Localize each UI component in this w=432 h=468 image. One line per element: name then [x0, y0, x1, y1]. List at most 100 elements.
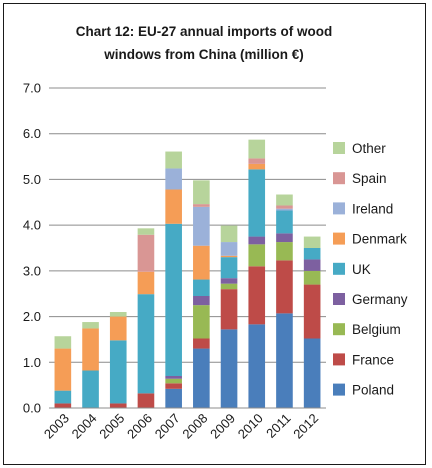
chart-title: Chart 12: EU-27 annual imports of wood w…	[76, 24, 333, 62]
y-tick-label: 4.0	[23, 218, 41, 233]
bar-segment-france-2009	[220, 289, 238, 330]
legend-swatch-poland	[333, 383, 345, 396]
bar-segment-denmark-2006	[137, 271, 155, 295]
bar-segment-ireland-2011	[276, 208, 293, 211]
legend-label-belgium: Belgium	[352, 322, 401, 337]
bar-segment-spain-2006	[137, 234, 155, 272]
x-tick-label: 2007	[152, 411, 183, 442]
bar-segment-ireland-2009	[220, 242, 238, 256]
bar-segment-germany-2012	[303, 259, 321, 271]
x-tick-label: 2003	[41, 411, 72, 442]
legend-label-uk: UK	[352, 262, 371, 277]
bar-segment-spain-2011	[276, 205, 293, 209]
chart-title-line-1: Chart 12: EU-27 annual imports of wood	[76, 24, 333, 39]
legend-swatch-ireland	[333, 202, 345, 215]
y-tick-label: 5.0	[23, 172, 41, 187]
legend-label-germany: Germany	[352, 292, 408, 307]
bar-segment-other-2003	[54, 336, 72, 349]
x-tick-label: 2012	[290, 411, 321, 442]
bar-segment-other-2010	[248, 139, 266, 159]
bar-segment-france-2006	[137, 393, 155, 408]
bar-segment-uk-2010	[248, 169, 266, 237]
bar-segment-uk-2011	[276, 210, 293, 234]
y-tick-label: 1.0	[23, 355, 41, 370]
bar-segment-other-2008	[193, 180, 210, 205]
bar-segment-spain-2010	[248, 158, 266, 164]
y-tick-label: 7.0	[23, 81, 41, 96]
bar-segment-belgium-2009	[220, 283, 238, 290]
legend-label-poland: Poland	[352, 383, 394, 398]
y-tick-label: 0.0	[23, 401, 41, 416]
stacked-bar-chart: Chart 12: EU-27 annual imports of wood w…	[23, 24, 408, 442]
bar-segment-other-2012	[303, 236, 321, 248]
legend-label-denmark: Denmark	[352, 232, 407, 247]
bar-segment-uk-2004	[82, 370, 99, 408]
bar-segment-france-2011	[276, 260, 293, 314]
bar-segment-denmark-2005	[109, 316, 127, 341]
x-tick-label: 2008	[179, 411, 210, 442]
legend-swatch-other	[333, 142, 345, 154]
bar-segment-poland-2010	[248, 324, 266, 408]
bar-segment-denmark-2003	[54, 348, 72, 391]
bar-segment-poland-2012	[303, 338, 321, 408]
bar-segment-france-2012	[303, 284, 321, 339]
bars	[54, 139, 321, 408]
legend-swatch-germany	[333, 293, 345, 305]
bar-segment-france-2007	[165, 383, 182, 389]
bar-segment-uk-2006	[137, 294, 155, 394]
chart-frame: Chart 12: EU-27 annual imports of wood w…	[3, 3, 426, 465]
x-tick-label: 2005	[96, 411, 127, 442]
bar-segment-france-2003	[54, 403, 72, 408]
legend-label-ireland: Ireland	[352, 201, 393, 216]
bar-segment-france-2005	[109, 403, 127, 408]
bar-segment-uk-2008	[193, 279, 210, 296]
x-tick-label: 2010	[235, 411, 266, 442]
bar-segment-spain-2008	[193, 204, 210, 207]
bar-segment-other-2007	[165, 151, 182, 169]
bar-segment-france-2010	[248, 266, 266, 325]
bar-segment-poland-2008	[193, 348, 210, 408]
x-tick-label: 2004	[69, 411, 100, 442]
bar-segment-belgium-2012	[303, 270, 321, 285]
bar-segment-poland-2009	[220, 329, 238, 408]
bar-segment-belgium-2011	[276, 242, 293, 261]
bar-segment-germany-2007	[165, 376, 182, 379]
legend-label-spain: Spain	[352, 171, 387, 186]
legend-swatch-spain	[333, 172, 345, 185]
bar-segment-denmark-2009	[220, 255, 238, 258]
bar-segment-germany-2009	[220, 278, 238, 284]
x-tick-label: 2011	[263, 411, 293, 441]
bar-segment-uk-2003	[54, 390, 72, 404]
x-tick-label: 2009	[207, 411, 238, 442]
bar-segment-ireland-2007	[165, 168, 182, 190]
bar-segment-poland-2007	[165, 388, 182, 408]
bar-segment-other-2011	[276, 194, 293, 206]
bar-segment-ireland-2008	[193, 206, 210, 246]
y-axis-tick-labels: 0.0 1.0 2.0 3.0 4.0 5.0 6.0 7.0	[23, 81, 41, 416]
gridlines	[49, 87, 326, 363]
bar-segment-other-2006	[137, 228, 155, 235]
bar-segment-belgium-2007	[165, 378, 182, 384]
legend-swatch-belgium	[333, 323, 345, 336]
bar-segment-denmark-2007	[165, 189, 182, 224]
chart-title-line-2: windows from China (million €)	[103, 47, 304, 62]
bar-segment-uk-2007	[165, 223, 182, 376]
bar-segment-germany-2011	[276, 233, 293, 243]
bar-segment-france-2008	[193, 338, 210, 349]
bar-segment-belgium-2008	[193, 305, 210, 339]
bar-segment-uk-2012	[303, 248, 321, 260]
legend-swatch-france	[333, 353, 345, 366]
legend-swatch-uk	[333, 262, 345, 275]
bar-segment-denmark-2004	[82, 328, 99, 371]
bar-segment-uk-2009	[220, 257, 238, 279]
y-tick-label: 6.0	[23, 126, 41, 141]
bar-segment-denmark-2010	[248, 163, 266, 170]
bar-segment-denmark-2008	[193, 245, 210, 280]
legend-label-other: Other	[352, 141, 386, 156]
bar-segment-germany-2010	[248, 236, 266, 245]
bar-segment-belgium-2010	[248, 244, 266, 267]
bar-segment-germany-2008	[193, 296, 210, 306]
legend-swatch-denmark	[333, 232, 345, 245]
legend-label-france: France	[352, 352, 394, 367]
